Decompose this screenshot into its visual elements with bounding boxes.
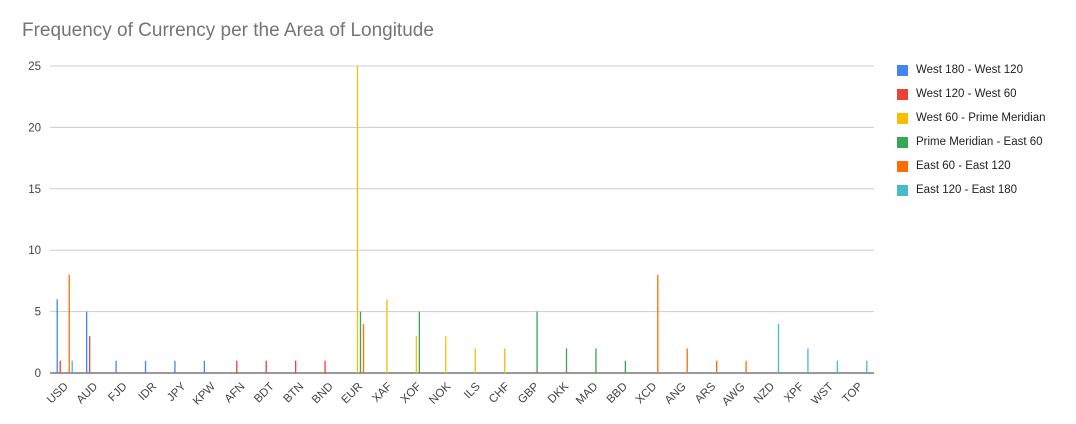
x-tick-label: NZD [752, 381, 777, 406]
x-tick-label: BTN [282, 381, 307, 406]
x-tick-label: MAD [574, 381, 601, 408]
bar [807, 348, 809, 373]
bar [356, 66, 359, 373]
legend-item: East 60 - East 120 [897, 154, 1046, 178]
legend-label: Prime Meridian - East 60 [916, 136, 1043, 148]
x-tick-label: XCD [634, 381, 660, 407]
legend-item: West 180 - West 120 [897, 58, 1046, 82]
bar [777, 323, 780, 373]
bar [836, 360, 839, 373]
legend-label: West 120 - West 60 [916, 88, 1017, 100]
legend-label: West 60 - Prime Meridian [916, 112, 1046, 124]
legend-swatch [897, 184, 908, 196]
x-tick-label: XPF [782, 381, 806, 405]
legend-swatch [897, 160, 908, 172]
bar [595, 348, 597, 373]
bar [265, 360, 267, 373]
x-tick-label: JPY [165, 380, 189, 404]
y-tick-label: 20 [28, 122, 41, 134]
bar [115, 360, 117, 373]
bar [68, 274, 70, 373]
x-tick-label: AWG [720, 381, 748, 409]
y-tick-label: 5 [35, 307, 41, 319]
y-tick-label: 15 [28, 184, 41, 196]
chart-title: Frequency of Currency per the Area of Lo… [22, 20, 434, 41]
bar [624, 360, 627, 373]
legend-item: West 120 - West 60 [897, 82, 1046, 106]
bar [56, 299, 58, 373]
legend-swatch [897, 88, 908, 100]
bar [174, 360, 176, 373]
y-tick-label: 25 [28, 61, 41, 73]
x-tick-label: CHF [487, 381, 512, 406]
bar [474, 348, 476, 373]
bar [415, 336, 418, 373]
x-tick-label: TOP [840, 380, 865, 405]
x-tick-label: GBP [516, 380, 542, 406]
legend-item: East 120 - East 180 [897, 178, 1046, 202]
bar [445, 336, 447, 373]
bar [386, 299, 388, 373]
x-tick-label: BDT [252, 381, 277, 406]
x-tick-label: USD [45, 381, 71, 407]
legend-swatch [897, 64, 908, 76]
y-tick-label: 0 [35, 368, 41, 380]
x-tick-label: IDR [137, 381, 159, 403]
y-tick-label: 10 [28, 245, 41, 257]
bar [71, 360, 73, 373]
x-tick-label: ANG [663, 381, 689, 407]
x-tick-label: AUD [75, 381, 101, 407]
x-tick-label: BBD [605, 381, 630, 406]
legend-label: East 120 - East 180 [916, 184, 1018, 196]
bar [536, 311, 538, 373]
bar [85, 311, 88, 373]
bar [359, 311, 362, 373]
bar [657, 274, 659, 373]
x-tick-label: EUR [339, 381, 365, 407]
x-tick-label: XAF [370, 381, 394, 405]
legend-item: Prime Meridian - East 60 [897, 130, 1046, 154]
x-tick-label: BND [310, 381, 336, 407]
bar [686, 348, 688, 373]
bar [324, 360, 326, 373]
bar [88, 336, 91, 373]
x-tick-label: DKK [546, 380, 571, 405]
bar [203, 360, 206, 373]
x-tick-label: XOF [399, 381, 424, 406]
bar [745, 360, 747, 373]
x-tick-label: AFN [223, 381, 248, 406]
bar [715, 360, 718, 373]
x-tick-label: WST [809, 381, 836, 408]
bar [503, 348, 506, 373]
bar [294, 360, 297, 373]
bar [418, 311, 421, 373]
legend-label: West 180 - West 120 [916, 64, 1023, 76]
x-tick-label: ARS [693, 380, 718, 405]
x-tick-label: KPW [191, 381, 218, 408]
bar [866, 360, 868, 373]
bar [59, 360, 61, 373]
x-tick-label: FJD [106, 381, 129, 404]
bar [236, 360, 238, 373]
bar [362, 323, 365, 373]
x-tick-label: ILS [462, 380, 483, 401]
legend-item: West 60 - Prime Meridian [897, 106, 1046, 130]
legend-swatch [897, 112, 908, 124]
bar [565, 348, 568, 373]
legend-swatch [897, 136, 908, 148]
bar [144, 360, 147, 373]
legend-label: East 60 - East 120 [916, 160, 1011, 172]
x-tick-label: NOK [427, 380, 453, 406]
legend: West 180 - West 120 West 120 - West 60 Wes… [897, 58, 1046, 202]
